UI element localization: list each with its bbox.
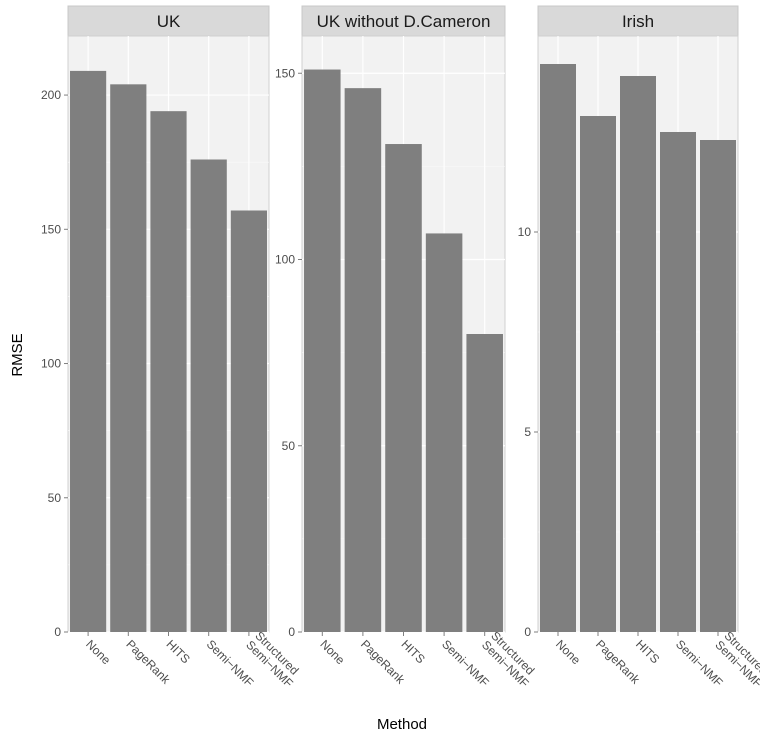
x-tick-label-text: None: [83, 637, 113, 667]
x-tick-label: HITS: [164, 637, 193, 666]
x-tick-label-text: HITS: [164, 637, 193, 666]
bar: [304, 69, 341, 632]
x-tick-label-line: None: [553, 637, 583, 667]
facet-strip: [537, 5, 739, 37]
bar: [190, 159, 227, 633]
x-tick-label: HITS: [633, 637, 662, 666]
y-tick-label: 50: [48, 491, 62, 505]
x-tick-label-text: None: [317, 637, 347, 667]
bar: [230, 210, 267, 632]
x-tick-label-line: HITS: [399, 637, 428, 666]
y-tick-label: 150: [275, 66, 295, 80]
y-tick-label: 100: [41, 357, 61, 371]
y-tick-label: 10: [518, 225, 532, 239]
x-tick-label: None: [317, 637, 347, 667]
x-tick-label: None: [83, 637, 113, 667]
y-tick-label: 50: [282, 439, 296, 453]
facet-strip: [67, 5, 270, 37]
bar: [344, 88, 382, 632]
x-tick-label: HITS: [399, 637, 428, 666]
x-tick-label-line: HITS: [164, 637, 193, 666]
facet-title: UK: [157, 12, 181, 31]
y-tick-label: 100: [275, 253, 295, 267]
y-tick-label: 0: [288, 625, 295, 639]
bar: [70, 70, 107, 633]
bar: [466, 334, 503, 632]
bar: [620, 76, 656, 632]
y-axis-title: RMSE: [9, 333, 26, 376]
facet-title: Irish: [622, 12, 654, 31]
bar: [425, 233, 463, 633]
bar: [540, 64, 576, 632]
bar: [700, 140, 736, 632]
y-tick-label: 150: [41, 222, 61, 236]
y-tick-label: 5: [524, 425, 531, 439]
x-tick-label-line: None: [83, 637, 113, 667]
x-tick-label-text: HITS: [399, 637, 428, 666]
x-tick-label-line: None: [317, 637, 347, 667]
y-tick-label: 200: [41, 88, 61, 102]
x-tick-label: None: [553, 637, 583, 667]
bar: [660, 132, 696, 632]
x-tick-label-text: None: [553, 637, 583, 667]
x-axis-title: Method: [377, 716, 427, 733]
facet-strip: [301, 5, 506, 37]
bar: [580, 116, 616, 632]
x-tick-label-line: HITS: [633, 637, 662, 666]
y-tick-label: 0: [524, 625, 531, 639]
x-tick-label-text: HITS: [633, 637, 662, 666]
bar: [150, 111, 187, 633]
bar: [385, 144, 422, 632]
y-tick-label: 0: [54, 625, 61, 639]
facet-title: UK without D.Cameron: [317, 12, 491, 31]
bar: [110, 84, 147, 632]
